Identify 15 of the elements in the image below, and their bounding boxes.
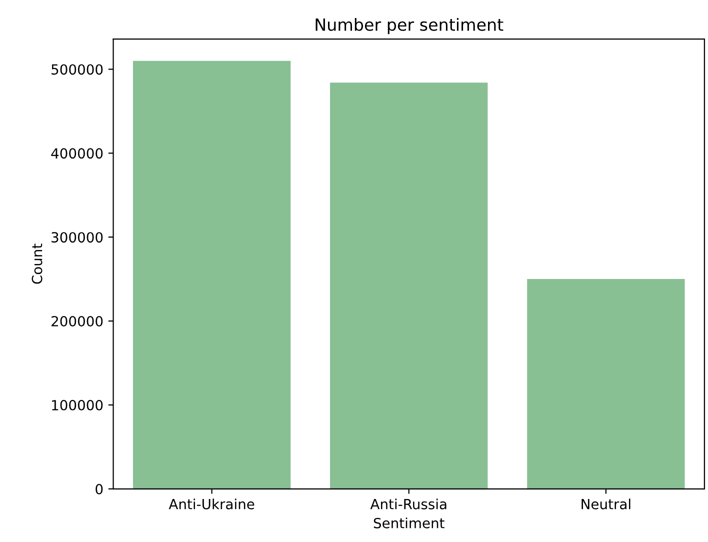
x-tick-label: Anti-Ukraine — [168, 498, 254, 510]
y-axis-title: Count — [32, 244, 42, 284]
y-tick-label: 100000 — [52, 400, 103, 410]
y-tick-label: 500000 — [52, 64, 103, 75]
bar — [132, 60, 291, 489]
x-tick-label: Anti-Russia — [370, 498, 446, 510]
y-tick-label: 300000 — [52, 232, 103, 243]
y-tick-label: 400000 — [51, 148, 103, 159]
x-axis-title: Sentiment — [374, 518, 444, 528]
bar — [527, 279, 685, 489]
chart-title: Number per sentiment — [316, 18, 504, 34]
x-tick-label: Neutral — [582, 498, 630, 510]
y-tick-label: 200000 — [52, 316, 103, 326]
bar — [330, 82, 488, 489]
y-tick-label: 0 — [96, 484, 103, 494]
